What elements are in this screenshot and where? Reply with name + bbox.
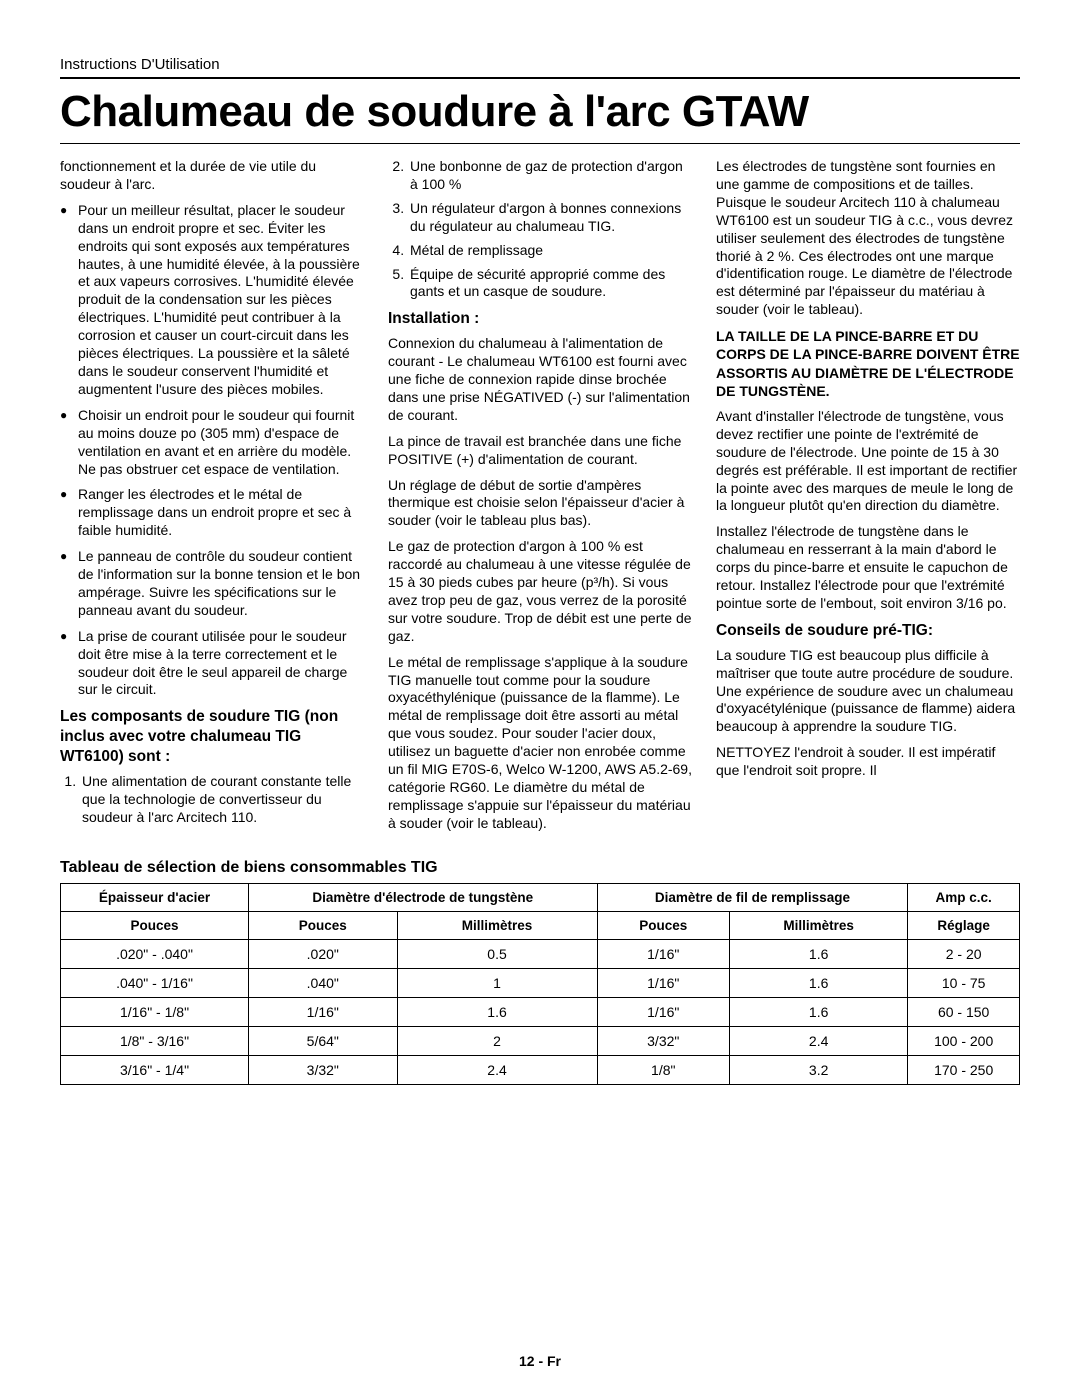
table-body: .020" - .040" .020" 0.5 1/16" 1.6 2 - 20…	[61, 939, 1020, 1084]
th-sub: Pouces	[249, 911, 398, 939]
cell: 1/16"	[597, 997, 729, 1026]
bullet-item: Pour un meilleur résultat, placer le sou…	[60, 202, 364, 399]
cell: 1.6	[397, 997, 597, 1026]
cell: 10 - 75	[908, 968, 1020, 997]
cell: 1/16"	[249, 997, 398, 1026]
cell: .040" - 1/16"	[61, 968, 249, 997]
content-columns: fonctionnement et la durée de vie utile …	[60, 158, 1020, 841]
cell: 1.6	[729, 968, 907, 997]
cell: 5/64"	[249, 1026, 398, 1055]
cell: 3/32"	[597, 1026, 729, 1055]
components-list-cont: Une bonbonne de gaz de protection d'argo…	[388, 158, 692, 301]
cell: .020"	[249, 939, 398, 968]
th-sub: Réglage	[908, 911, 1020, 939]
divider-under-title	[60, 143, 1020, 144]
th-electrode-diameter: Diamètre d'électrode de tungstène	[249, 883, 598, 911]
table-row: 1/16" - 1/8" 1/16" 1.6 1/16" 1.6 60 - 15…	[61, 997, 1020, 1026]
th-sub: Millimètres	[397, 911, 597, 939]
col3-para: Installez l'électrode de tungstène dans …	[716, 523, 1020, 613]
table-header-row-2: Pouces Pouces Millimètres Pouces Millimè…	[61, 911, 1020, 939]
cell: 3/16" - 1/4"	[61, 1055, 249, 1084]
cell: .040"	[249, 968, 398, 997]
col3-para: NETTOYEZ l'endroit à souder. Il est impé…	[716, 744, 1020, 780]
th-steel-thickness: Épaisseur d'acier	[61, 883, 249, 911]
col1-bullet-list: Pour un meilleur résultat, placer le sou…	[60, 202, 364, 700]
table-row: .020" - .040" .020" 0.5 1/16" 1.6 2 - 20	[61, 939, 1020, 968]
components-heading: Les composants de soudure TIG (non inclu…	[60, 707, 364, 766]
table-row: .040" - 1/16" .040" 1 1/16" 1.6 10 - 75	[61, 968, 1020, 997]
cell: 100 - 200	[908, 1026, 1020, 1055]
component-item: Équipe de sécurité approprié comme des g…	[408, 266, 692, 302]
component-item: Métal de remplissage	[408, 242, 692, 260]
column-2: Une bonbonne de gaz de protection d'argo…	[388, 158, 692, 841]
install-para: La pince de travail est branchée dans un…	[388, 433, 692, 469]
column-1: fonctionnement et la durée de vie utile …	[60, 158, 364, 841]
cell: 1/8" - 3/16"	[61, 1026, 249, 1055]
cell: 1/8"	[597, 1055, 729, 1084]
table-row: 3/16" - 1/4" 3/32" 2.4 1/8" 3.2 170 - 25…	[61, 1055, 1020, 1084]
install-para: Un réglage de début de sortie d'ampères …	[388, 477, 692, 531]
th-sub: Millimètres	[729, 911, 907, 939]
cell: 0.5	[397, 939, 597, 968]
header-section-label: Instructions D'Utilisation	[60, 56, 1020, 73]
col1-intro: fonctionnement et la durée de vie utile …	[60, 158, 364, 194]
cell: 1/16" - 1/8"	[61, 997, 249, 1026]
install-para: Connexion du chalumeau à l'alimentation …	[388, 335, 692, 425]
warning-block: LA TAILLE DE LA PINCE-BARRE ET DU CORPS …	[716, 327, 1020, 400]
cell: 2	[397, 1026, 597, 1055]
bullet-item: Le panneau de contrôle du soudeur contie…	[60, 548, 364, 620]
cell: 1	[397, 968, 597, 997]
cell: 3/32"	[249, 1055, 398, 1084]
th-filler-diameter: Diamètre de fil de remplissage	[597, 883, 908, 911]
cell: 1/16"	[597, 968, 729, 997]
cell: 2.4	[729, 1026, 907, 1055]
install-para: Le gaz de protection d'argon à 100 % est…	[388, 538, 692, 645]
col3-para: Les électrodes de tungstène sont fournie…	[716, 158, 1020, 319]
cell: 2 - 20	[908, 939, 1020, 968]
cell: .020" - .040"	[61, 939, 249, 968]
table-header-row-1: Épaisseur d'acier Diamètre d'électrode d…	[61, 883, 1020, 911]
bullet-item: Ranger les électrodes et le métal de rem…	[60, 486, 364, 540]
page-footer: 12 - Fr	[0, 1353, 1080, 1369]
bullet-item: Choisir un endroit pour le soudeur qui f…	[60, 407, 364, 479]
table-title: Tableau de sélection de biens consommabl…	[60, 859, 1020, 877]
cell: 3.2	[729, 1055, 907, 1084]
components-list-start: Une alimentation de courant constante te…	[60, 773, 364, 827]
cell: 1.6	[729, 997, 907, 1026]
col3-para: La soudure TIG est beaucoup plus diffici…	[716, 647, 1020, 737]
cell: 170 - 250	[908, 1055, 1020, 1084]
table-row: 1/8" - 3/16" 5/64" 2 3/32" 2.4 100 - 200	[61, 1026, 1020, 1055]
bullet-item: La prise de courant utilisée pour le sou…	[60, 628, 364, 700]
page-title: Chalumeau de soudure à l'arc GTAW	[60, 87, 1020, 137]
col3-para: Avant d'installer l'électrode de tungstè…	[716, 408, 1020, 515]
component-item: Une alimentation de courant constante te…	[80, 773, 364, 827]
tips-heading: Conseils de soudure pré-TIG:	[716, 621, 1020, 641]
cell: 1/16"	[597, 939, 729, 968]
cell: 1.6	[729, 939, 907, 968]
divider-top	[60, 77, 1020, 79]
installation-heading: Installation :	[388, 309, 692, 329]
cell: 60 - 150	[908, 997, 1020, 1026]
th-sub: Pouces	[61, 911, 249, 939]
cell: 2.4	[397, 1055, 597, 1084]
component-item: Un régulateur d'argon à bonnes connexion…	[408, 200, 692, 236]
component-item: Une bonbonne de gaz de protection d'argo…	[408, 158, 692, 194]
column-3: Les électrodes de tungstène sont fournie…	[716, 158, 1020, 841]
install-para: Le métal de remplissage s'applique à la …	[388, 654, 692, 833]
th-amp: Amp c.c.	[908, 883, 1020, 911]
consumables-table: Épaisseur d'acier Diamètre d'électrode d…	[60, 883, 1020, 1085]
th-sub: Pouces	[597, 911, 729, 939]
